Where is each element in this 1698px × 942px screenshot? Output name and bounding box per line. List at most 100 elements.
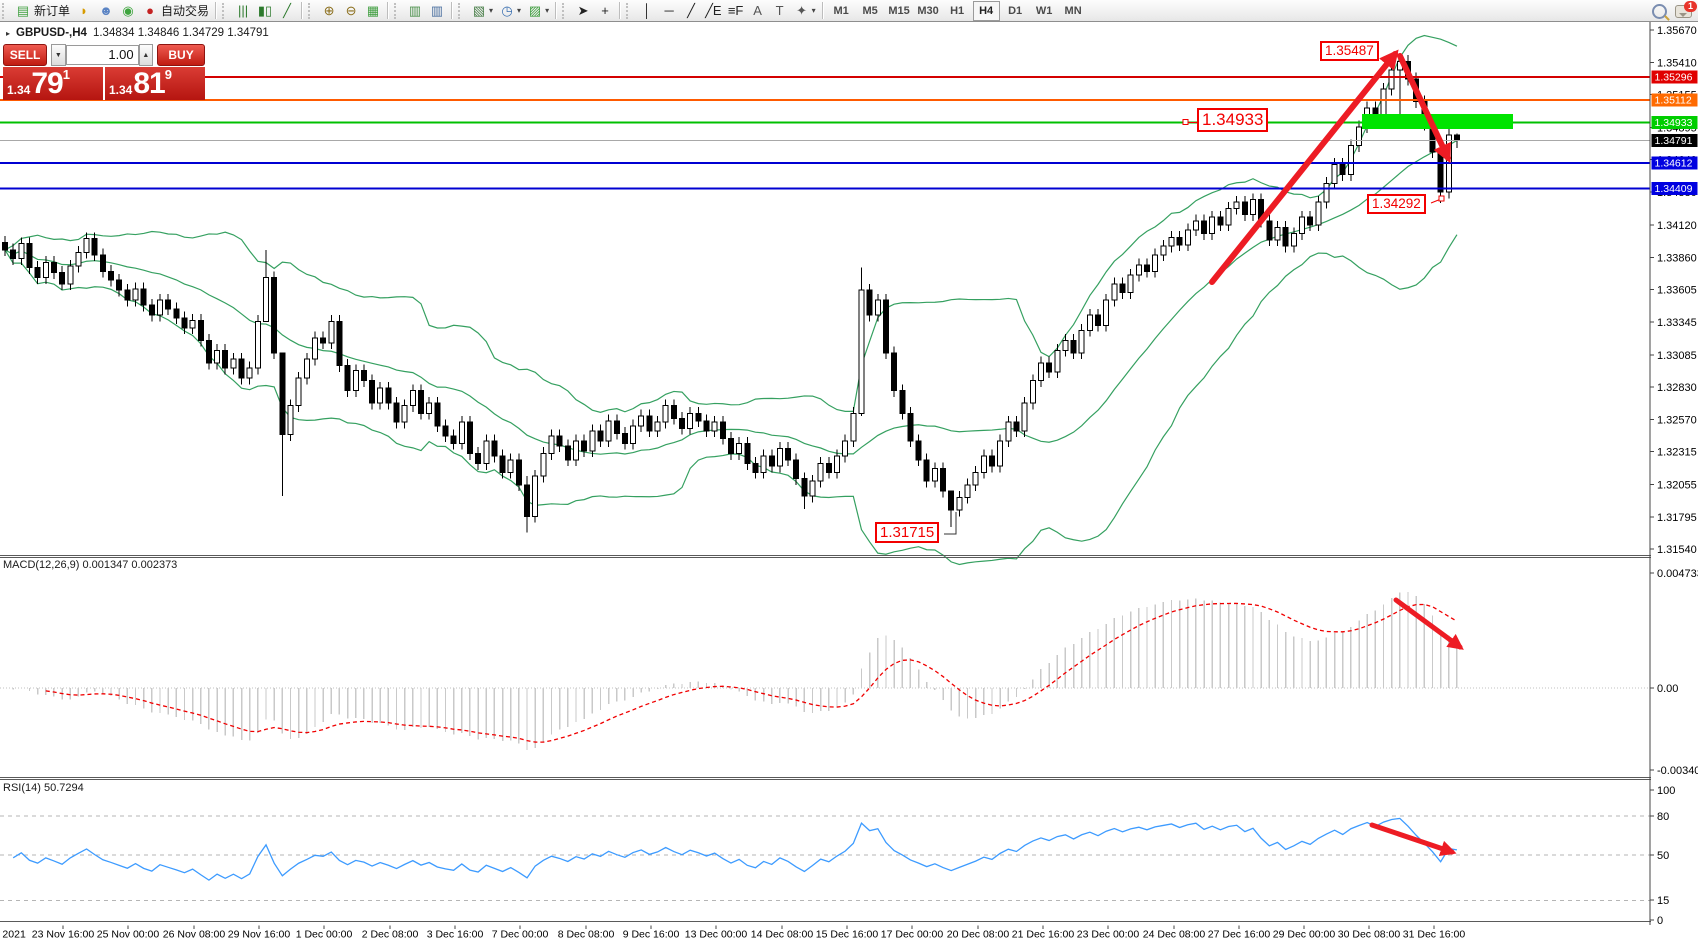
candle-body bbox=[907, 412, 914, 442]
cascade-windows-icon[interactable]: ▥ bbox=[426, 1, 448, 21]
auto-arrange-icon[interactable]: ▥ bbox=[404, 1, 426, 21]
bar-chart-icon[interactable]: ||| bbox=[232, 1, 254, 21]
axis-label: 14 Dec 08:00 bbox=[751, 929, 814, 941]
rally-up-arrow[interactable] bbox=[1209, 49, 1399, 285]
swing-low-label[interactable]: 1.31715 bbox=[875, 522, 940, 544]
cursor-icon[interactable]: ➤ bbox=[572, 1, 594, 21]
axis-label: 1.32570 bbox=[1657, 415, 1697, 427]
toolbar-separator bbox=[451, 2, 454, 19]
dropdown-arrow-icon[interactable]: ▾ bbox=[811, 6, 816, 15]
price-axis[interactable]: 1.356701.354101.351551.348951.346401.343… bbox=[1649, 22, 1698, 927]
megaphone-icon[interactable]: ◗ bbox=[73, 1, 95, 21]
candlestick-chart-icon[interactable]: ▮▯ bbox=[254, 1, 276, 21]
peak-price-label[interactable]: 1.35487 bbox=[1320, 41, 1379, 61]
candle-body bbox=[75, 251, 82, 267]
dropdown-arrow-icon[interactable]: ▾ bbox=[489, 6, 494, 15]
buy-button[interactable]: BUY bbox=[157, 44, 205, 66]
candle-body bbox=[825, 463, 832, 473]
candle-body bbox=[466, 421, 473, 454]
timeframe-button-m15[interactable]: M15 bbox=[888, 4, 910, 17]
candle-body bbox=[923, 459, 930, 482]
candle-body bbox=[1086, 314, 1093, 331]
trendline-icon[interactable]: ╱ bbox=[680, 1, 702, 21]
pullback-low-label[interactable]: 1.34292 bbox=[1367, 194, 1426, 214]
line-chart-icon[interactable]: ╱ bbox=[276, 1, 298, 21]
community-icon[interactable]: ☻ bbox=[95, 1, 117, 21]
bid-price[interactable]: 1.34 79 1 bbox=[3, 67, 103, 100]
toolbar-grip bbox=[458, 2, 465, 19]
new-order-button[interactable]: ▤ 新订单 bbox=[12, 1, 73, 21]
text-icon[interactable]: A bbox=[747, 1, 769, 21]
axis-label: 22 Nov 2021 bbox=[0, 929, 26, 941]
autotrading-button[interactable]: ● 自动交易 bbox=[139, 1, 212, 21]
volume-decrease-button[interactable]: ▼ bbox=[51, 44, 66, 66]
candle-body bbox=[1062, 339, 1069, 351]
search-icon[interactable] bbox=[1652, 3, 1667, 19]
profiles-icon[interactable]: ◷ ▾ bbox=[496, 1, 524, 21]
notifications-icon[interactable]: 1 bbox=[1675, 0, 1697, 18]
candle-body bbox=[254, 321, 261, 369]
timeframe-button-d1[interactable]: D1 bbox=[1008, 4, 1023, 17]
zoom-out-icon[interactable]: ⊖ bbox=[340, 1, 362, 21]
support-zone-highlight[interactable] bbox=[1362, 114, 1513, 129]
tile-windows-icon[interactable]: ▦ bbox=[362, 1, 384, 21]
zoom-in-icon[interactable]: ⊕ bbox=[318, 1, 340, 21]
candle-body bbox=[2, 241, 8, 251]
macd-down-arrow[interactable] bbox=[1393, 597, 1464, 650]
timeframe-button-h1[interactable]: H1 bbox=[950, 4, 965, 17]
timeframe-button-m1[interactable]: M1 bbox=[833, 4, 849, 17]
signal-icon: ◉ bbox=[122, 2, 134, 18]
indicators-icon[interactable]: ▨ ▾ bbox=[524, 1, 552, 21]
candle-body bbox=[287, 405, 294, 436]
candle-body bbox=[654, 421, 661, 432]
axis-label: 15 bbox=[1657, 895, 1669, 907]
candle-body bbox=[10, 249, 17, 260]
horizontal-line-icon[interactable]: ─ bbox=[658, 1, 680, 21]
axis-label: 20 Dec 08:00 bbox=[947, 929, 1010, 941]
crosshair-icon[interactable]: + bbox=[594, 1, 616, 21]
timeframe-button-w1[interactable]: W1 bbox=[1035, 4, 1053, 17]
timeframe-button-m5[interactable]: M5 bbox=[862, 4, 878, 17]
drop-down-arrow[interactable] bbox=[1397, 53, 1451, 164]
timeframe-button-mn[interactable]: MN bbox=[1064, 4, 1082, 17]
trend-arrows[interactable] bbox=[1209, 49, 1464, 856]
candle-body bbox=[727, 437, 734, 454]
new-chart-icon[interactable]: ▧ ▾ bbox=[468, 1, 496, 21]
fibonacci-icon[interactable]: ≡F bbox=[725, 1, 747, 21]
dropdown-arrow-icon[interactable]: ▾ bbox=[517, 6, 522, 15]
volume-input[interactable]: 1.00 bbox=[65, 45, 139, 65]
candle-body bbox=[515, 459, 522, 486]
text-label-icon[interactable]: T bbox=[769, 1, 791, 21]
axis-label: 26 Nov 08:00 bbox=[163, 929, 226, 941]
dropdown-arrow-icon[interactable]: ▾ bbox=[545, 6, 550, 15]
pane-separators[interactable] bbox=[0, 555, 1698, 922]
candle-body bbox=[564, 445, 571, 461]
anchor-square bbox=[1182, 119, 1189, 125]
candle-body bbox=[630, 425, 637, 444]
candle-body bbox=[83, 238, 90, 253]
rsi-down-arrow[interactable] bbox=[1369, 822, 1457, 856]
equidistant-channel-icon[interactable]: ╱E bbox=[702, 1, 725, 21]
candle-body bbox=[1135, 264, 1142, 276]
timeframe-button-h4[interactable]: H4 bbox=[972, 0, 1000, 21]
price-chart-canvas[interactable]: 1.356701.354101.351551.348951.346401.343… bbox=[0, 22, 1698, 942]
signal-icon[interactable]: ◉ bbox=[117, 1, 139, 21]
arrows-shapes-icon[interactable]: ✦ ▾ bbox=[791, 1, 819, 21]
axis-label: 1.33605 bbox=[1657, 284, 1697, 296]
candle-body bbox=[842, 440, 849, 457]
candle-body bbox=[760, 455, 767, 473]
toolbar-grip bbox=[562, 2, 569, 19]
axis-label: 17 Dec 00:00 bbox=[881, 929, 944, 941]
megaphone-icon: ◗ bbox=[80, 2, 88, 18]
volume-increase-button[interactable]: ▲ bbox=[138, 44, 154, 66]
axis-label: 1.32055 bbox=[1657, 479, 1697, 491]
timeframe-button-m30[interactable]: M30 bbox=[917, 4, 939, 17]
key-level-label[interactable]: 1.34933 bbox=[1197, 108, 1269, 132]
ask-price[interactable]: 1.34 81 9 bbox=[105, 67, 205, 100]
candle-body bbox=[42, 261, 49, 279]
vertical-line-icon[interactable]: │ bbox=[636, 1, 658, 21]
candle-body bbox=[988, 455, 995, 467]
candle-body bbox=[1233, 201, 1240, 209]
sell-button[interactable]: SELL bbox=[3, 44, 48, 66]
